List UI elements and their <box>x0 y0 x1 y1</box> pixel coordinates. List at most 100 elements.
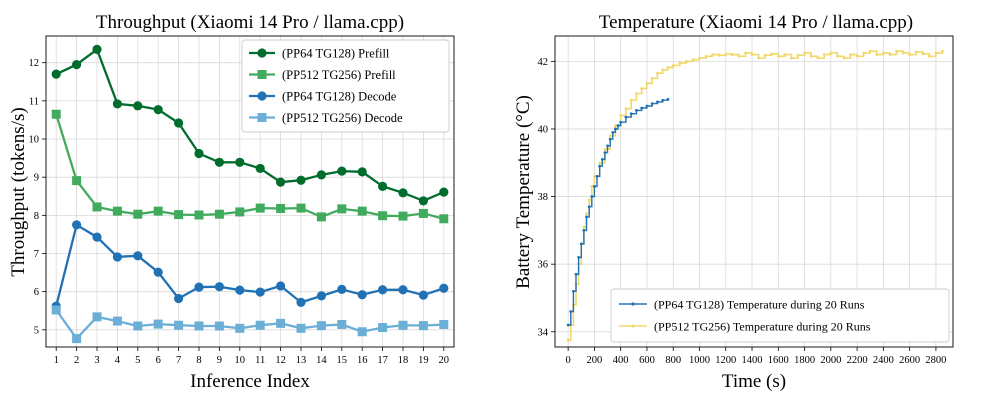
y-tick-label: 38 <box>538 192 549 203</box>
data-point <box>691 58 695 62</box>
data-point <box>684 59 688 63</box>
data-point <box>730 53 734 56</box>
y-tick-label: 10 <box>29 135 40 146</box>
x-tick-label: 12 <box>275 355 286 366</box>
x-tick-label: 14 <box>316 355 327 366</box>
x-tick-label: 1000 <box>689 355 710 366</box>
data-point <box>645 104 649 108</box>
data-point <box>569 310 573 313</box>
data-point <box>439 214 449 224</box>
chart-title: Throughput (Xiaomi 14 Pro / llama.cpp) <box>96 12 404 33</box>
legend-item: (PP64 TG128) Prefill <box>249 47 390 61</box>
x-tick-label: 19 <box>418 355 429 366</box>
legend-item: (PP64 TG128) Decode <box>249 90 397 104</box>
data-point <box>744 51 747 55</box>
x-tick-label: 2800 <box>925 355 946 366</box>
data-point <box>809 54 813 58</box>
data-point <box>378 211 388 221</box>
data-point <box>724 52 728 56</box>
axis-ticks: 1 2 3 4 5 6 7 8 9 10 11 12 13 14 15 16 17 18 19 20567891011… <box>29 58 450 366</box>
data-point <box>337 166 347 176</box>
data-point <box>629 98 633 102</box>
data-point <box>72 176 82 186</box>
data-point <box>255 203 265 213</box>
x-tick-label: 8 <box>196 355 201 366</box>
data-point <box>598 161 602 165</box>
data-point <box>566 338 570 342</box>
data-point <box>666 97 670 101</box>
data-point <box>624 107 628 111</box>
legend-label: (PP64 TG128) Temperature during 20 Runs <box>654 298 865 312</box>
data-point <box>582 228 586 232</box>
data-point <box>816 56 820 60</box>
data-point <box>629 112 633 116</box>
y-tick-label: 34 <box>538 327 549 338</box>
x-tick-label: 6 <box>156 355 161 366</box>
data-point <box>194 282 204 292</box>
data-point <box>276 281 286 291</box>
data-point <box>418 290 428 300</box>
data-point <box>763 53 767 57</box>
data-point <box>235 157 245 167</box>
series-2 <box>566 49 944 342</box>
data-point <box>927 54 931 58</box>
data-point <box>112 252 122 262</box>
x-tick-label: 2200 <box>847 355 868 366</box>
data-point <box>51 69 61 79</box>
data-point <box>590 195 594 198</box>
data-point <box>606 144 609 148</box>
y-axis-label: Battery Temperature (°C) <box>513 95 534 289</box>
legend-label: (PP512 TG256) Decode <box>282 111 403 125</box>
data-point <box>357 327 367 337</box>
data-point <box>941 49 944 53</box>
series-4 <box>51 305 449 344</box>
x-tick-label: 16 <box>357 355 368 366</box>
data-point <box>671 64 675 67</box>
data-point <box>357 206 367 216</box>
data-point <box>868 49 872 53</box>
series-1 <box>51 44 449 206</box>
legend-box <box>610 288 950 343</box>
data-point <box>711 53 715 56</box>
x-tick-label: 17 <box>377 355 388 366</box>
data-point <box>316 291 326 301</box>
data-point <box>640 86 644 90</box>
data-point <box>398 320 408 330</box>
data-point <box>92 202 102 212</box>
data-point <box>650 102 654 106</box>
y-tick-label: 9 <box>34 173 39 184</box>
data-point <box>908 53 912 56</box>
legend-item: (PP64 TG128) Temperature during 20 Runs <box>619 298 865 312</box>
data-point <box>92 232 102 242</box>
x-tick-label: 11 <box>255 355 265 366</box>
data-point <box>619 120 623 124</box>
x-tick-label: 9 <box>217 355 222 366</box>
data-point <box>214 157 224 167</box>
x-tick-label: 2000 <box>820 355 841 366</box>
data-point <box>650 76 654 80</box>
data-point <box>608 137 612 141</box>
data-point <box>737 54 741 58</box>
x-tick-label: 7 <box>176 355 181 366</box>
axis-ticks: 0 200 400 600 800 1000 1200 1400 1600 1800 2000 220… <box>538 57 947 366</box>
x-tick-label: 3 <box>94 355 99 366</box>
data-point <box>640 106 644 110</box>
data-point <box>635 108 638 112</box>
data-point <box>194 148 204 159</box>
x-tick-label: 600 <box>639 355 655 366</box>
data-point <box>133 251 143 261</box>
data-point <box>357 167 367 177</box>
plot-frame <box>45 35 455 348</box>
data-point <box>608 134 612 138</box>
data-point <box>566 323 570 327</box>
x-tick-label: 1800 <box>794 355 815 366</box>
data-point <box>255 163 265 174</box>
x-tick-label: 1 <box>54 355 59 366</box>
legend-box <box>241 39 450 133</box>
data-point <box>614 127 617 131</box>
y-tick-label: 40 <box>538 124 549 135</box>
legend-marker <box>631 324 635 328</box>
data-point <box>803 51 806 55</box>
data-point <box>921 52 925 56</box>
